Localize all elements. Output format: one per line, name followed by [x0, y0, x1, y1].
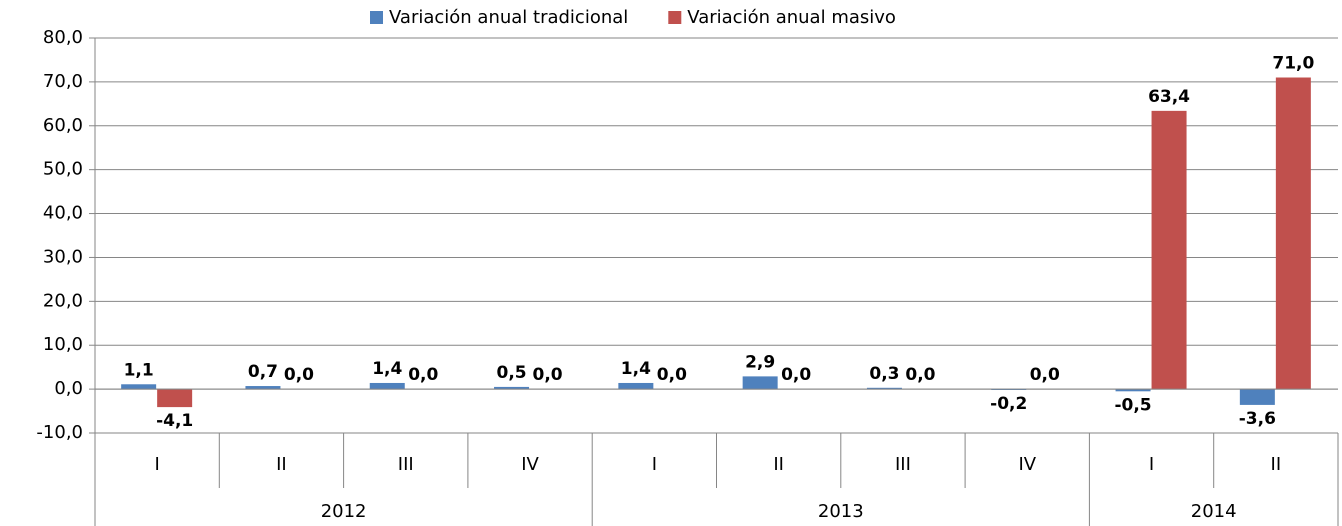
- y-tick-label: 20,0: [43, 290, 83, 311]
- legend-swatch: [668, 11, 682, 24]
- group-label: 2013: [818, 501, 864, 522]
- data-label: 63,4: [1148, 87, 1190, 107]
- data-label: 0,3: [869, 364, 899, 384]
- x-tick-label: I: [1149, 454, 1154, 475]
- data-label: 0,0: [408, 365, 438, 385]
- bar: [494, 386, 530, 390]
- y-tick-label: 30,0: [43, 246, 83, 267]
- x-tick-label: I: [154, 454, 159, 475]
- data-label: 0,0: [284, 365, 314, 385]
- y-tick-label: 70,0: [43, 71, 83, 92]
- data-label: 1,1: [124, 360, 154, 380]
- data-label: 0,0: [905, 365, 935, 385]
- bar: [742, 376, 778, 390]
- data-label: 0,5: [496, 363, 526, 383]
- y-tick-label: 40,0: [43, 203, 83, 224]
- x-tick-label: II: [276, 454, 287, 475]
- data-label: 0,0: [781, 365, 811, 385]
- data-label: -0,2: [990, 394, 1027, 414]
- bar: [369, 382, 405, 390]
- legend-label: Variación anual masivo: [687, 7, 896, 28]
- data-label: 1,4: [621, 359, 651, 379]
- x-tick-label: IV: [1018, 454, 1036, 475]
- data-label: 0,0: [1030, 365, 1060, 385]
- data-label: 71,0: [1272, 54, 1314, 74]
- legend-label: Variación anual tradicional: [389, 7, 628, 28]
- y-tick-label: -10,0: [36, 422, 83, 443]
- bar: [1239, 389, 1275, 405]
- y-tick-label: 10,0: [43, 334, 83, 355]
- data-label: 0,0: [657, 365, 687, 385]
- x-tick-label: III: [398, 454, 414, 475]
- bar: [1151, 110, 1187, 390]
- bar: [618, 382, 654, 390]
- data-label: 0,0: [532, 365, 562, 385]
- bar: [1275, 77, 1311, 390]
- bar: [1115, 389, 1151, 392]
- data-label: -4,1: [156, 411, 193, 431]
- x-tick-label: II: [1271, 454, 1282, 475]
- bar: [121, 384, 157, 390]
- group-label: 2014: [1191, 501, 1237, 522]
- bar: [245, 386, 281, 390]
- y-tick-label: 50,0: [43, 159, 83, 180]
- data-label: -0,5: [1114, 395, 1151, 415]
- x-tick-label: IV: [521, 454, 539, 475]
- data-label: 1,4: [372, 359, 402, 379]
- x-tick-label: II: [773, 454, 784, 475]
- data-label: 0,7: [248, 362, 278, 382]
- y-tick-label: 60,0: [43, 115, 83, 136]
- data-label: 2,9: [745, 352, 775, 372]
- x-tick-label: III: [895, 454, 911, 475]
- bar: [157, 389, 193, 408]
- x-tick-label: I: [652, 454, 657, 475]
- legend-swatch: [370, 11, 383, 24]
- data-label: -3,6: [1239, 409, 1276, 429]
- y-tick-label: 80,0: [43, 27, 83, 48]
- bar: [866, 387, 902, 390]
- y-tick-label: 0,0: [54, 378, 83, 399]
- group-label: 2012: [321, 501, 367, 522]
